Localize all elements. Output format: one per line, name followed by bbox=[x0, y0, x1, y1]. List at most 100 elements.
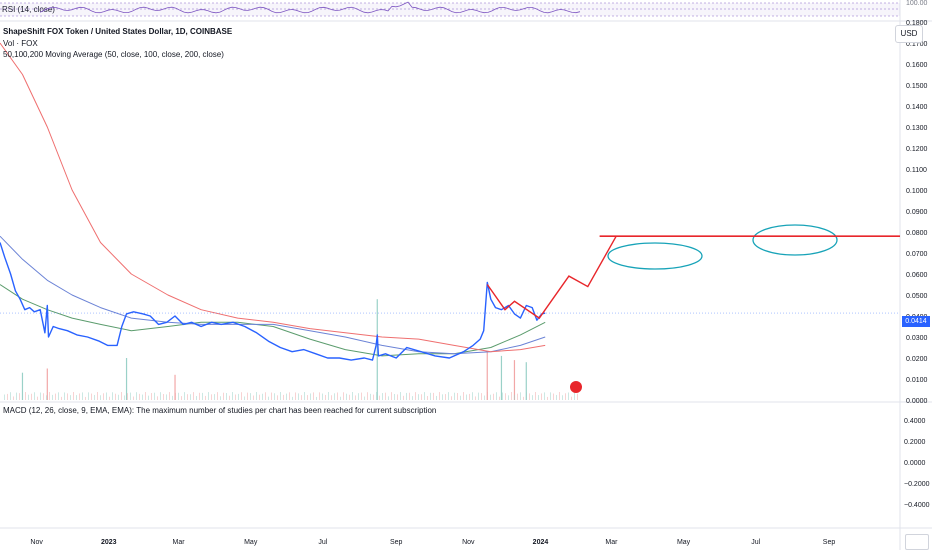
volume-bar bbox=[220, 396, 221, 400]
rsi-line bbox=[39, 1, 581, 14]
volume-bar bbox=[475, 396, 476, 400]
volume-bar bbox=[457, 393, 458, 400]
volume-bar bbox=[226, 393, 227, 400]
last-price-tag: 0.0414 bbox=[902, 316, 930, 327]
chart-settings-button[interactable] bbox=[905, 534, 929, 550]
volume-bar bbox=[301, 395, 302, 400]
volume-bar bbox=[187, 394, 188, 400]
ma200-line bbox=[0, 42, 546, 353]
volume-bar bbox=[277, 395, 278, 400]
volume-bar bbox=[394, 394, 395, 400]
moving-averages bbox=[0, 42, 546, 357]
volume-bar bbox=[337, 392, 338, 400]
rsi-band bbox=[0, 3, 900, 16]
price-axis-label: 0.0900 bbox=[906, 209, 928, 216]
volume-bar bbox=[376, 299, 378, 400]
price-axis-label: 0.1000 bbox=[906, 188, 928, 195]
price-axis-label: 0.1500 bbox=[906, 83, 928, 90]
volume-bar bbox=[91, 393, 92, 400]
volume-bar bbox=[262, 393, 263, 400]
volume-bar bbox=[448, 392, 449, 400]
volume-bar bbox=[511, 392, 512, 400]
volume-bar bbox=[112, 392, 113, 400]
volume-bar bbox=[295, 392, 296, 400]
volume-bar bbox=[559, 392, 560, 400]
price-axis-label: 0.1200 bbox=[906, 146, 928, 153]
chart-title: ShapeShift FOX Token / United States Dol… bbox=[3, 27, 233, 36]
volume-bar bbox=[4, 394, 5, 400]
volume-bar bbox=[124, 395, 125, 400]
volume-bar bbox=[136, 392, 137, 400]
volume-bar bbox=[355, 395, 356, 400]
volume-bar bbox=[193, 392, 194, 400]
volume-bar bbox=[500, 355, 503, 400]
volume-bar bbox=[178, 392, 179, 400]
volume-bar bbox=[391, 392, 392, 400]
volume-bar bbox=[298, 393, 299, 400]
price-axis-label: 0.0600 bbox=[906, 272, 928, 279]
volume-bar bbox=[88, 392, 89, 400]
volume-bar bbox=[133, 396, 134, 400]
volume-bar bbox=[34, 392, 35, 400]
volume-bar bbox=[319, 392, 320, 400]
time-axis-label: 2023 bbox=[101, 539, 117, 546]
volume-bar bbox=[397, 394, 398, 400]
volume-bar bbox=[259, 394, 260, 400]
volume-bar bbox=[517, 393, 518, 400]
volume-bar bbox=[460, 395, 461, 400]
volume-bar bbox=[256, 392, 257, 400]
volume-bar bbox=[238, 393, 239, 400]
volume-bar bbox=[439, 392, 440, 400]
volume-bar bbox=[352, 392, 353, 400]
volume-bar bbox=[535, 392, 536, 400]
volume-bar bbox=[472, 392, 473, 400]
volume-bar bbox=[118, 394, 119, 400]
axes: 100.00 0.1800 0.1700 0.1600 0.1500 0.1400 0.13… bbox=[30, 0, 929, 546]
volume-bar bbox=[241, 392, 242, 400]
macd-axis-label: −0.2000 bbox=[904, 481, 930, 488]
volume-bar bbox=[232, 392, 233, 400]
volume-bar bbox=[454, 392, 455, 400]
time-axis-label: Sep bbox=[390, 539, 403, 546]
volume-bar bbox=[169, 392, 170, 400]
time-axis-label: Jul bbox=[318, 539, 327, 546]
volume-bar bbox=[283, 394, 284, 400]
volume-bar bbox=[265, 392, 266, 400]
price-axis-label: 0.0100 bbox=[906, 377, 928, 384]
cyan-ellipse-left[interactable] bbox=[607, 242, 703, 270]
volume-bar bbox=[508, 395, 509, 400]
volume-bar bbox=[403, 395, 404, 400]
volume-bar bbox=[244, 396, 245, 400]
volume-bar bbox=[229, 395, 230, 400]
price-line bbox=[0, 242, 900, 361]
volume-bar bbox=[505, 393, 506, 400]
volume-bar bbox=[166, 394, 167, 400]
projected-path-line[interactable] bbox=[486, 235, 617, 320]
volume-bar bbox=[529, 393, 530, 400]
volume-bar bbox=[253, 395, 254, 400]
volume-bar bbox=[223, 392, 224, 400]
price-axis-label: 0.1100 bbox=[906, 167, 927, 174]
volume-bar bbox=[85, 396, 86, 400]
volume-bar bbox=[214, 394, 215, 400]
price-axis-label: 0.1400 bbox=[906, 104, 928, 111]
volume-bar bbox=[499, 396, 500, 400]
volume-bar bbox=[121, 392, 122, 400]
currency-button[interactable]: USD bbox=[895, 25, 923, 43]
volume-bar bbox=[94, 394, 95, 400]
volume-bar bbox=[496, 392, 497, 400]
macd-axis-label: 0.0000 bbox=[904, 460, 926, 467]
volume-bars bbox=[4, 299, 578, 400]
volume-bar bbox=[28, 394, 29, 400]
volume-bar bbox=[370, 393, 371, 400]
volume-bar bbox=[310, 393, 311, 400]
volume-bar bbox=[442, 394, 443, 400]
cyan-ellipse-right[interactable] bbox=[752, 224, 838, 256]
volume-bar bbox=[418, 394, 419, 400]
volume-bar bbox=[196, 396, 197, 400]
time-axis-label: Nov bbox=[30, 539, 43, 546]
volume-bar bbox=[103, 393, 104, 400]
volume-bar bbox=[313, 392, 314, 400]
volume-bar bbox=[382, 393, 383, 400]
